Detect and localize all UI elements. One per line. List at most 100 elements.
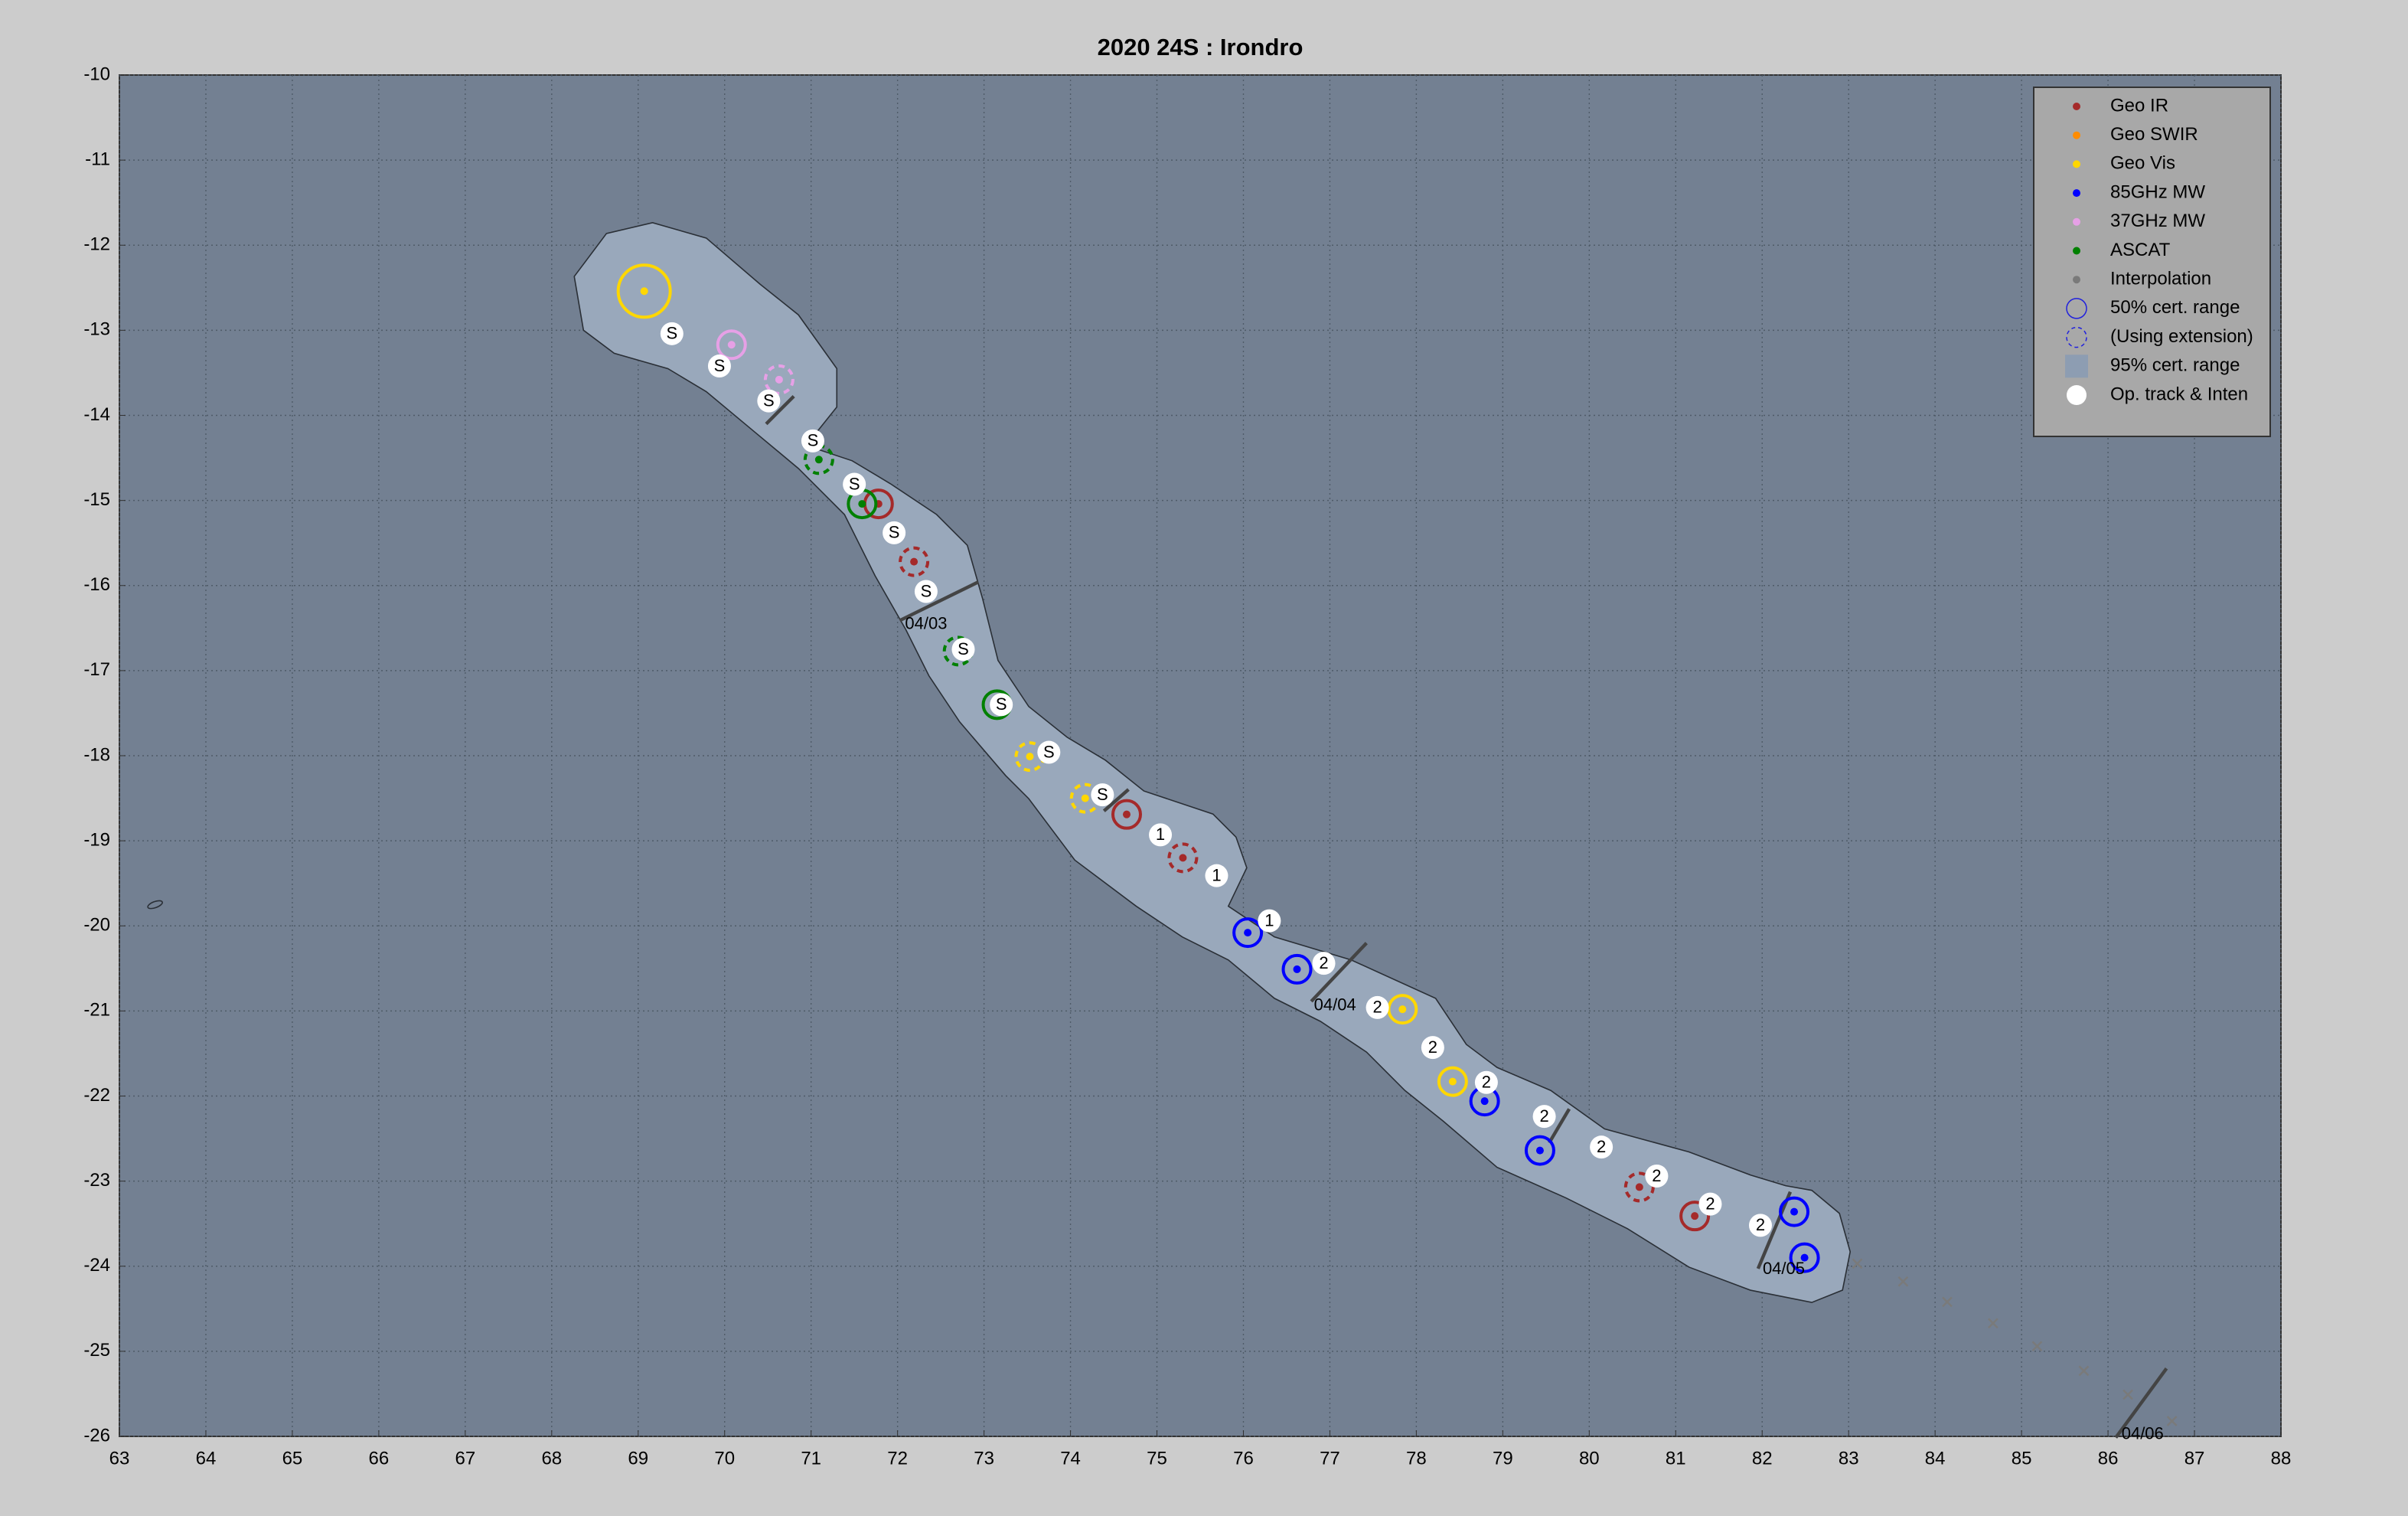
x-tick-label: 81 (1666, 1448, 1686, 1469)
fix-ring (1232, 917, 1264, 949)
track-label: S (763, 390, 775, 410)
x-tick-label: 86 (2098, 1448, 2119, 1469)
fix-dot (1635, 1183, 1643, 1191)
fix (716, 329, 747, 361)
track-dot (660, 322, 684, 345)
x-tick-label: 78 (1406, 1448, 1427, 1469)
track-label: S (808, 431, 819, 450)
fix-dot (1691, 1212, 1699, 1220)
x-tick-label: 74 (1060, 1448, 1081, 1469)
fix (616, 263, 672, 319)
legend-marker (2073, 131, 2080, 139)
legend-label: Interpolation (2110, 269, 2211, 289)
y-tick-label: -13 (83, 319, 110, 340)
track-dot (914, 580, 938, 603)
fix-dot (1293, 965, 1301, 973)
track-point: S (843, 472, 866, 496)
track-label: 2 (1319, 953, 1328, 972)
fix-dot (1398, 1005, 1407, 1014)
y-tick-label: -25 (83, 1340, 110, 1361)
fix-ring (763, 364, 795, 395)
x-tick-label: 79 (1493, 1448, 1513, 1469)
legend-label: Geo IR (2110, 95, 2168, 116)
interp-mark (2166, 1416, 2178, 1426)
fix-dot (814, 456, 823, 464)
fix-ring (1111, 799, 1142, 830)
track-label: 2 (1705, 1194, 1715, 1213)
track-label: 2 (1428, 1037, 1437, 1057)
x-tick-label: 67 (455, 1448, 475, 1469)
fix-ring (1679, 1201, 1711, 1232)
interp-mark (2031, 1341, 2043, 1352)
legend-marker (2066, 326, 2087, 348)
x-tick-label: 72 (887, 1448, 908, 1469)
legend-marker (2067, 385, 2087, 405)
fix-dot (1122, 810, 1131, 818)
legend-label: 37GHz MW (2110, 211, 2205, 231)
x-tick-label: 82 (1752, 1448, 1773, 1469)
track-label: S (889, 523, 900, 542)
fix-ring (1623, 1171, 1655, 1203)
fix-ring (1789, 1242, 1820, 1273)
interp-mark (2078, 1365, 2090, 1377)
track-point: 2 (1532, 1105, 1556, 1129)
fix-dot (775, 375, 783, 384)
fix-dot (1790, 1207, 1799, 1216)
track-dot (1532, 1105, 1556, 1129)
track-label: 2 (1652, 1166, 1661, 1185)
legend-marker (2073, 189, 2080, 198)
track-dot (1149, 823, 1173, 847)
track-dot (990, 693, 1013, 717)
track-label: 2 (1539, 1106, 1548, 1126)
track-label: S (996, 694, 1007, 714)
track-point: S (1091, 783, 1114, 807)
y-tick-label: -19 (83, 829, 110, 850)
track-label: 1 (1212, 865, 1221, 884)
x-tick-label: 63 (109, 1448, 130, 1469)
track-label: S (1097, 785, 1108, 804)
track-dot (1091, 783, 1114, 807)
fix (1437, 1066, 1468, 1097)
x-tick-label: 75 (1147, 1448, 1167, 1469)
date-label: 04/06 (2122, 1424, 2164, 1443)
track-point: 1 (1149, 823, 1173, 847)
x-tick-label: 83 (1839, 1448, 1859, 1469)
track-dot (1748, 1214, 1772, 1237)
x-tick-label: 84 (1925, 1448, 1946, 1469)
legend-label: 50% cert. range (2110, 297, 2240, 318)
track-dot (883, 521, 906, 544)
legend-label: Geo Vis (2110, 153, 2175, 174)
fix-ring (1167, 842, 1199, 874)
track-dot (1698, 1192, 1722, 1216)
y-tick-label: -23 (83, 1170, 110, 1191)
legend-marker (2066, 298, 2087, 319)
fix-dot (727, 341, 736, 349)
track-label: S (714, 356, 726, 375)
track-label: 1 (1156, 825, 1165, 844)
y-tick-label: -10 (83, 64, 110, 84)
y-tick-label: -12 (83, 234, 110, 255)
y-tick-label: -11 (85, 149, 110, 169)
x-tick-label: 70 (714, 1448, 735, 1469)
legend-label: ASCAT (2110, 240, 2171, 260)
track-dot (707, 354, 731, 378)
track-label: 2 (1597, 1137, 1606, 1156)
fix (1623, 1171, 1655, 1203)
legend-marker (2065, 354, 2088, 378)
fix-dot (1026, 753, 1034, 761)
fix (1679, 1201, 1711, 1232)
y-tick-label: -21 (83, 1000, 110, 1021)
date-label: 04/05 (1763, 1259, 1805, 1278)
x-tick-label: 66 (369, 1448, 390, 1469)
track-point: S (883, 521, 906, 544)
track-point: S (951, 638, 975, 662)
fix (1281, 953, 1313, 985)
fix (1779, 1196, 1810, 1227)
x-tick-label: 73 (974, 1448, 994, 1469)
fix-dot (1535, 1146, 1544, 1155)
fix-ring (1437, 1066, 1468, 1097)
track-dot (1474, 1070, 1498, 1094)
x-tick-label: 65 (282, 1448, 303, 1469)
fix (1789, 1242, 1820, 1273)
track-point: 1 (1258, 909, 1281, 933)
